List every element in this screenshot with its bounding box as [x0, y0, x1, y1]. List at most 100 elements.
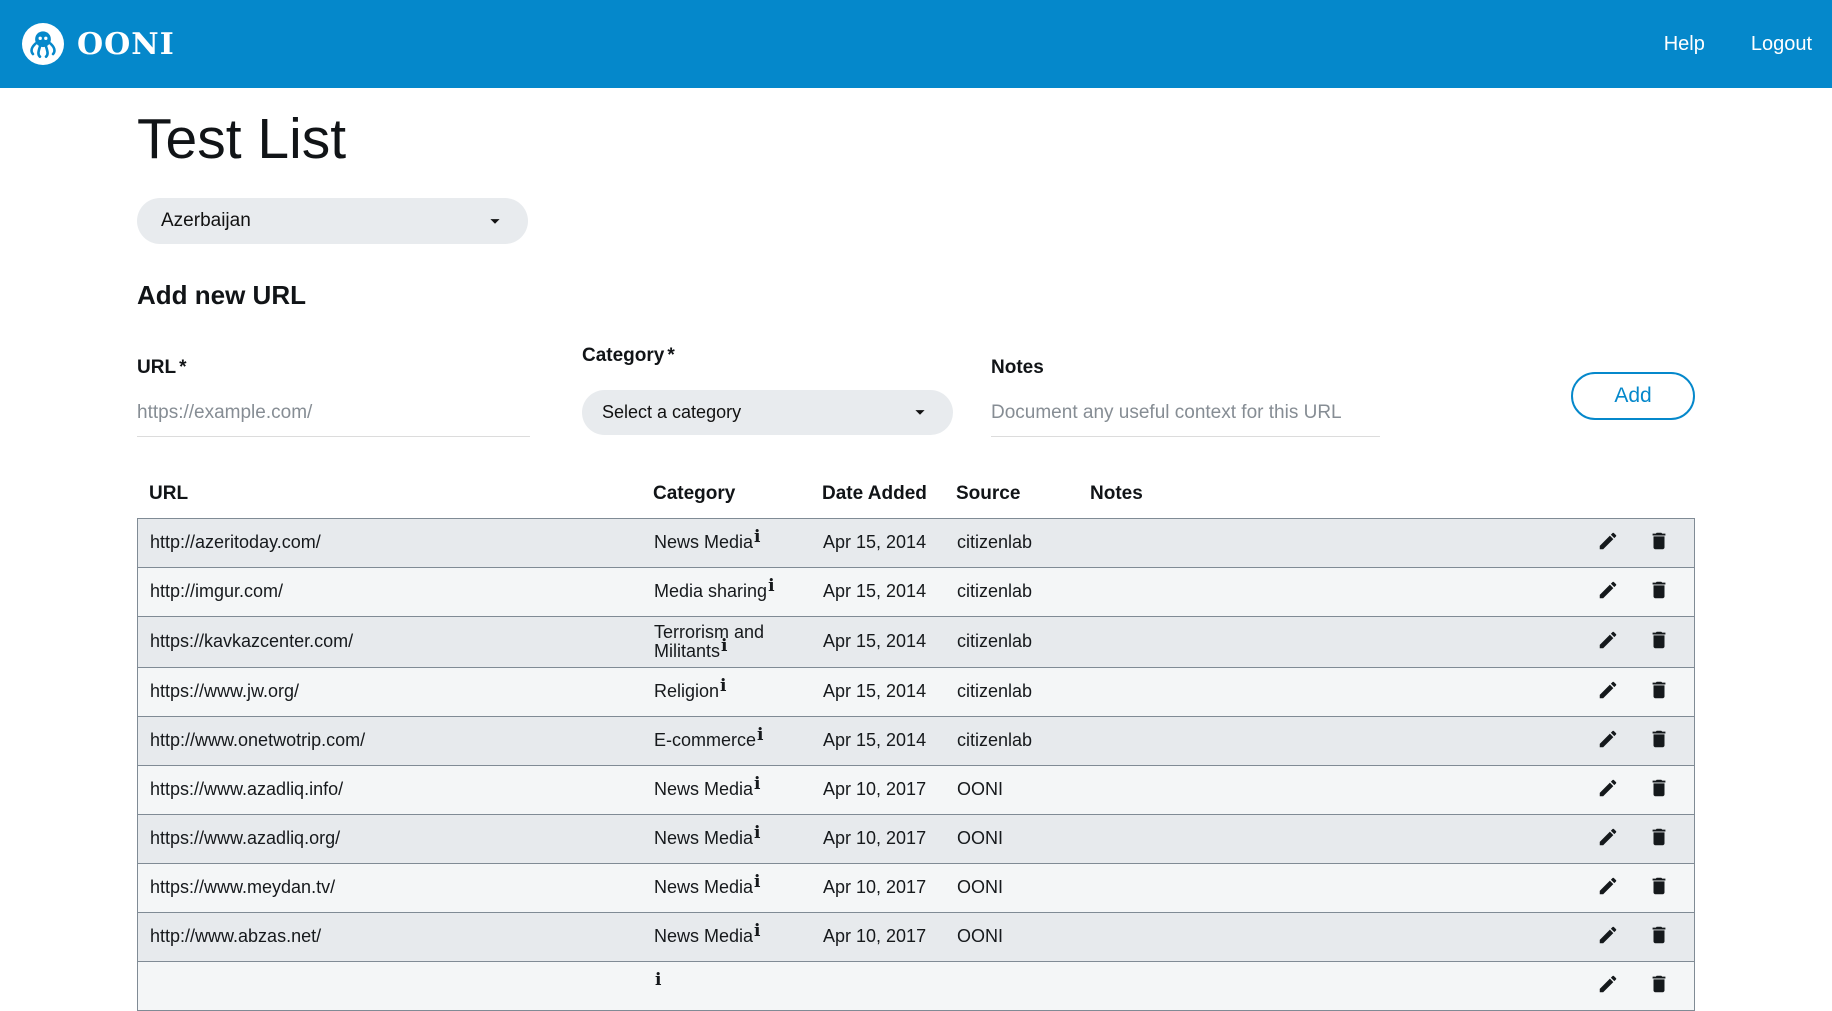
row-date	[823, 980, 957, 992]
row-notes	[1091, 980, 1570, 992]
info-icon[interactable]: i	[754, 774, 761, 795]
table-row: http://azeritoday.com/ News Mediai Apr 1…	[137, 517, 1695, 568]
add-url-button[interactable]: Add	[1571, 371, 1695, 420]
edit-row-button[interactable]	[1597, 579, 1619, 604]
edit-row-button[interactable]	[1597, 679, 1619, 704]
info-icon[interactable]: i	[721, 635, 728, 656]
table-row: http://imgur.com/ Media sharingi Apr 15,…	[137, 566, 1695, 617]
row-notes	[1091, 784, 1570, 796]
info-icon[interactable]: i	[754, 921, 761, 942]
row-category: i	[654, 970, 823, 1001]
row-date: Apr 10, 2017	[823, 877, 927, 898]
edit-row-button[interactable]	[1597, 629, 1619, 654]
row-notes	[1091, 882, 1570, 894]
table-row: https://www.azadliq.org/ News Mediai Apr…	[137, 813, 1695, 864]
trash-icon	[1648, 629, 1670, 654]
row-source: OONI	[957, 926, 1004, 947]
column-header-date-added: Date Added	[822, 482, 927, 504]
row-category: News Mediai	[654, 774, 823, 805]
info-icon[interactable]: i	[720, 676, 727, 697]
delete-row-button[interactable]	[1648, 875, 1670, 900]
required-mark: *	[667, 344, 675, 366]
edit-row-button[interactable]	[1597, 924, 1619, 949]
delete-row-button[interactable]	[1648, 728, 1670, 753]
row-date: Apr 10, 2017	[823, 926, 927, 947]
row-url: http://imgur.com/	[150, 581, 284, 602]
delete-row-button[interactable]	[1648, 679, 1670, 704]
edit-row-button[interactable]	[1597, 826, 1619, 851]
row-url: https://www.meydan.tv/	[150, 877, 336, 898]
row-notes	[1091, 636, 1570, 648]
add-url-form: URL* Category* Select a category Notes A…	[137, 345, 1695, 437]
row-category-text: News Media	[654, 877, 754, 898]
delete-row-button[interactable]	[1648, 530, 1670, 555]
row-notes	[1091, 833, 1570, 845]
row-category: Terrorism and Militantsi	[654, 617, 823, 667]
pencil-icon	[1597, 629, 1619, 654]
row-category: News Mediai	[654, 823, 823, 854]
category-select-value: Select a category	[602, 401, 742, 422]
required-mark: *	[179, 356, 187, 378]
edit-row-button[interactable]	[1597, 530, 1619, 555]
row-date: Apr 15, 2014	[823, 730, 927, 751]
logout-link[interactable]: Logout	[1750, 32, 1812, 55]
page-title: Test List	[137, 107, 347, 171]
info-icon[interactable]: i	[757, 725, 764, 746]
url-label: URL *	[137, 356, 187, 378]
row-category-text: Media sharing	[654, 581, 768, 602]
row-date: Apr 15, 2014	[823, 631, 927, 652]
notes-input[interactable]	[991, 401, 1380, 437]
row-url: http://azeritoday.com/	[150, 532, 321, 553]
row-category-text: News Media	[654, 828, 754, 849]
url-field-group: URL *	[137, 357, 530, 437]
row-source	[957, 980, 1091, 992]
delete-row-button[interactable]	[1648, 579, 1670, 604]
row-notes	[1091, 931, 1570, 943]
country-select[interactable]: Azerbaijan	[137, 197, 528, 244]
pencil-icon	[1597, 728, 1619, 753]
table-row: http://www.onetwotrip.com/ E-commercei A…	[137, 715, 1695, 766]
row-url: https://www.jw.org/	[150, 681, 300, 702]
table-row: https://www.jw.org/ Religioni Apr 15, 20…	[137, 666, 1695, 717]
table-row: http://www.abzas.net/ News Mediai Apr 10…	[137, 911, 1695, 962]
pencil-icon	[1597, 875, 1619, 900]
row-source: citizenlab	[957, 532, 1033, 553]
row-date: Apr 15, 2014	[823, 681, 927, 702]
row-date: Apr 15, 2014	[823, 581, 927, 602]
url-table-body: http://azeritoday.com/ News Mediai Apr 1…	[137, 517, 1695, 1011]
main-content: Test List Azerbaijan Add new URL URL* Ca…	[0, 107, 1832, 1011]
column-header-url: URL	[149, 482, 189, 504]
delete-row-button[interactable]	[1648, 924, 1670, 949]
column-header-source: Source	[956, 482, 1021, 504]
url-input[interactable]	[137, 401, 530, 437]
row-notes	[1091, 586, 1570, 598]
trash-icon	[1648, 826, 1670, 851]
delete-row-button[interactable]	[1648, 973, 1670, 998]
country-select-value: Azerbaijan	[161, 209, 251, 231]
edit-row-button[interactable]	[1597, 728, 1619, 753]
delete-row-button[interactable]	[1648, 826, 1670, 851]
category-select[interactable]: Select a category	[582, 389, 953, 435]
add-url-heading: Add new URL	[137, 279, 306, 310]
trash-icon	[1648, 728, 1670, 753]
info-icon[interactable]: i	[754, 872, 761, 893]
delete-row-button[interactable]	[1648, 629, 1670, 654]
edit-row-button[interactable]	[1597, 973, 1619, 998]
table-row: i	[137, 960, 1695, 1011]
pencil-icon	[1597, 579, 1619, 604]
delete-row-button[interactable]	[1648, 777, 1670, 802]
info-icon[interactable]: i	[655, 970, 662, 991]
row-notes	[1091, 686, 1570, 698]
info-icon[interactable]: i	[754, 823, 761, 844]
info-icon[interactable]: i	[754, 527, 761, 548]
ooni-octopus-logo-icon	[22, 23, 64, 65]
row-source: citizenlab	[957, 581, 1033, 602]
edit-row-button[interactable]	[1597, 777, 1619, 802]
category-field-group: Category * Select a category	[582, 345, 953, 437]
trash-icon	[1648, 679, 1670, 704]
row-category-text: Terrorism and Militants	[654, 621, 765, 661]
edit-row-button[interactable]	[1597, 875, 1619, 900]
pencil-icon	[1597, 777, 1619, 802]
help-link[interactable]: Help	[1663, 32, 1705, 55]
info-icon[interactable]: i	[768, 576, 775, 597]
